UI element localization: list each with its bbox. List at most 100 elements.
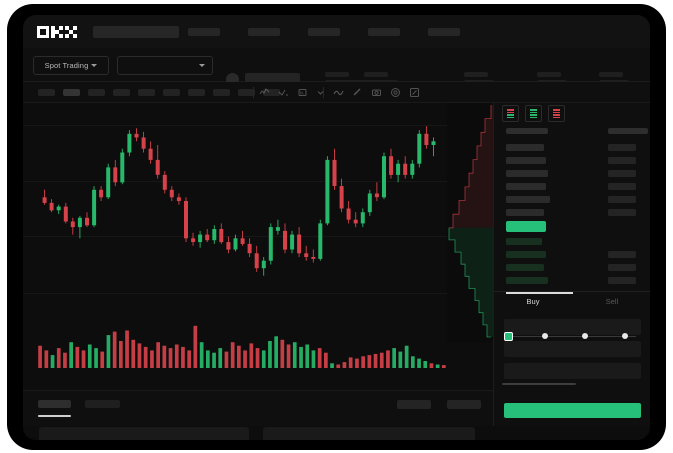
settings-chevron-icon[interactable] [316, 88, 325, 97]
orderbook-header-price [506, 128, 548, 134]
toolbar-divider [253, 87, 254, 98]
orderbook-ask-price [506, 170, 548, 177]
orders-tab-bar [23, 390, 493, 426]
stat-high-label [364, 72, 388, 77]
orderbook-ask-amount [608, 209, 636, 216]
timeframe-8[interactable] [213, 89, 230, 96]
nav-item-2[interactable] [248, 28, 280, 36]
orderbook-bid-row[interactable] [494, 248, 650, 261]
timeframe-5[interactable] [138, 89, 155, 96]
amount-slider-step-50[interactable] [582, 333, 588, 339]
nav-item-1[interactable] [188, 28, 220, 36]
order-price-field[interactable] [504, 319, 641, 335]
orderbook-rows[interactable] [494, 141, 650, 287]
orderbook-bid-amount [608, 264, 636, 271]
tab-open-orders[interactable] [38, 400, 71, 408]
orderbook-ask-price [506, 209, 544, 216]
orderbook-spread-row [494, 219, 650, 235]
tab-buy[interactable]: Buy [526, 297, 540, 306]
orderbook-mode-asks[interactable] [548, 105, 565, 122]
volume-series [38, 325, 446, 368]
orderbook-bid-row[interactable] [494, 261, 650, 274]
timeframe-3[interactable] [88, 89, 105, 96]
orderbook-mode-both[interactable] [502, 105, 519, 122]
chart-type-icon[interactable] [259, 87, 270, 98]
orders-actions [397, 400, 481, 409]
trading-mode-label: Spot Trading [44, 61, 89, 70]
orderbook-ask-amount [608, 196, 636, 203]
orderbook-ask-row[interactable] [494, 167, 650, 180]
orderbook-ask-price [506, 157, 546, 164]
search-input[interactable] [93, 26, 179, 38]
timeframe-1[interactable] [38, 89, 55, 96]
orderbook-bid-row[interactable] [494, 274, 650, 287]
bottom-strip [23, 426, 650, 440]
camera-icon[interactable] [371, 87, 382, 98]
orderbook-panel: Buy Sell [493, 103, 650, 440]
orderbook-mode-bids[interactable] [525, 105, 542, 122]
trading-pair-selector[interactable] [117, 56, 213, 75]
orderbook-ask-price [506, 144, 544, 151]
timeframe-2[interactable] [63, 89, 80, 96]
tab-open-orders-label [38, 400, 71, 408]
action-cancel-all[interactable] [447, 400, 481, 409]
order-total-field[interactable] [504, 363, 641, 379]
nav-items [188, 28, 460, 36]
nav-item-3[interactable] [308, 28, 340, 36]
orderbook-ask-row[interactable] [494, 206, 650, 219]
fullscreen-icon[interactable] [409, 87, 420, 98]
nav-item-5[interactable] [428, 28, 460, 36]
orderbook-bid-price [506, 238, 542, 245]
orderbook-ask-row[interactable] [494, 180, 650, 193]
orderbook-scrollbar[interactable] [502, 383, 576, 385]
ruler-icon[interactable] [352, 87, 363, 98]
orderbook-view-modes [502, 105, 565, 122]
logo-o-glyph [37, 26, 49, 38]
undo-icon[interactable] [390, 87, 401, 98]
timeframe-6[interactable] [163, 89, 180, 96]
buy-tab-indicator [506, 292, 573, 294]
orderbook-ask-amount [608, 144, 636, 151]
bottom-card-left[interactable] [39, 427, 249, 440]
orderbook-ask-amount [608, 183, 636, 190]
bottom-card-center[interactable] [263, 427, 475, 440]
price-chart[interactable] [23, 103, 493, 390]
submit-buy-button[interactable] [504, 403, 641, 418]
tab-order-history[interactable] [85, 400, 120, 408]
timeframe-buttons [38, 89, 280, 96]
logo-k-glyph [51, 26, 63, 38]
depth-chart-overlay [447, 103, 499, 343]
action-hide-other-pairs[interactable] [397, 400, 431, 409]
timeframe-7[interactable] [188, 89, 205, 96]
line-tool-icon[interactable] [333, 87, 344, 98]
orderbook-ask-price [506, 183, 546, 190]
timeframe-4[interactable] [113, 89, 130, 96]
order-amount-field[interactable] [504, 341, 641, 357]
timeframe-9[interactable] [238, 89, 255, 96]
tab-sell[interactable]: Sell [605, 297, 619, 306]
amount-slider-step-25[interactable] [542, 333, 548, 339]
trading-mode-selector[interactable]: Spot Trading [33, 56, 109, 75]
toolbar-divider [323, 87, 324, 98]
indicator-icon[interactable] [278, 87, 289, 98]
orderbook-ask-amount [608, 170, 636, 177]
amount-slider-track[interactable] [506, 336, 636, 337]
amount-slider-step-75[interactable] [622, 333, 628, 339]
active-tab-indicator [38, 415, 71, 417]
orderbook-ask-row[interactable] [494, 193, 650, 206]
stat-volume-quote-label [599, 72, 623, 77]
svg-text:fx: fx [300, 91, 304, 96]
orderbook-ask-row[interactable] [494, 141, 650, 154]
compare-icon[interactable]: fx [297, 87, 308, 98]
orderbook-ask-price [506, 196, 550, 203]
okx-logo[interactable] [37, 26, 83, 38]
nav-item-4[interactable] [368, 28, 400, 36]
chart-gridline [23, 293, 493, 294]
orderbook-ask-row[interactable] [494, 154, 650, 167]
amount-slider-handle[interactable] [504, 332, 513, 341]
orderbook-bid-row[interactable] [494, 235, 650, 248]
chart-gridline [23, 236, 493, 237]
chart-gridline [23, 125, 493, 126]
timeframe-10[interactable] [263, 89, 280, 96]
